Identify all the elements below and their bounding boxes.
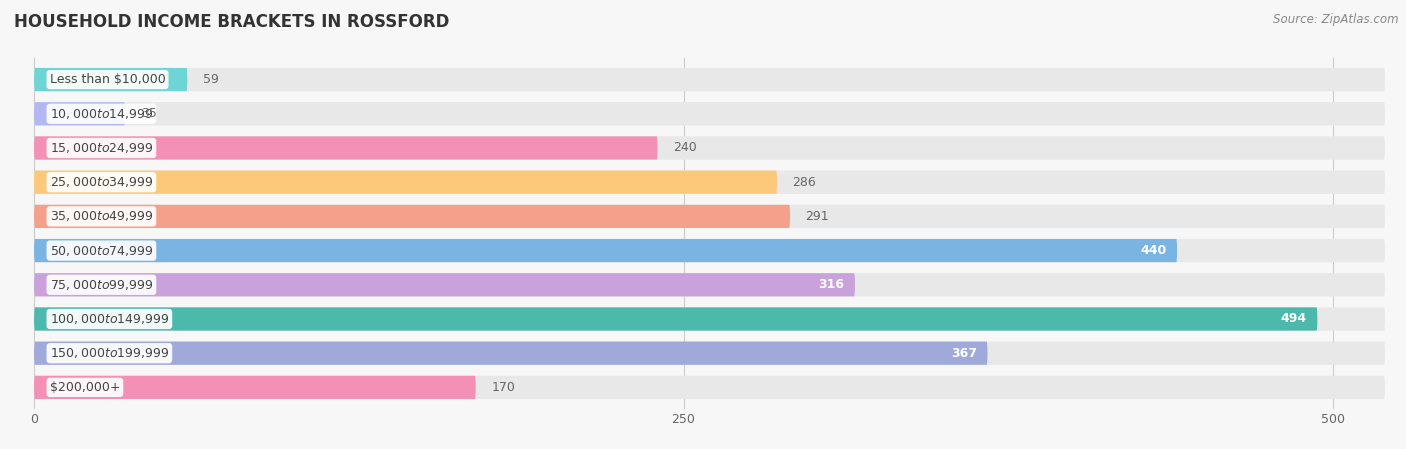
- FancyBboxPatch shape: [34, 376, 1385, 399]
- Text: $15,000 to $24,999: $15,000 to $24,999: [49, 141, 153, 155]
- Text: 291: 291: [806, 210, 830, 223]
- FancyBboxPatch shape: [34, 68, 1385, 91]
- Text: 240: 240: [673, 141, 697, 154]
- FancyBboxPatch shape: [34, 308, 1317, 330]
- FancyBboxPatch shape: [34, 342, 987, 365]
- Text: 59: 59: [202, 73, 219, 86]
- FancyBboxPatch shape: [34, 273, 855, 296]
- FancyBboxPatch shape: [34, 171, 778, 194]
- FancyBboxPatch shape: [34, 205, 790, 228]
- Text: 286: 286: [793, 176, 817, 189]
- Text: $200,000+: $200,000+: [49, 381, 120, 394]
- FancyBboxPatch shape: [34, 308, 1385, 330]
- Text: Source: ZipAtlas.com: Source: ZipAtlas.com: [1274, 13, 1399, 26]
- FancyBboxPatch shape: [34, 171, 1385, 194]
- FancyBboxPatch shape: [34, 136, 1385, 159]
- FancyBboxPatch shape: [34, 68, 187, 91]
- Text: 440: 440: [1140, 244, 1167, 257]
- FancyBboxPatch shape: [34, 205, 1385, 228]
- FancyBboxPatch shape: [34, 102, 125, 125]
- Text: $10,000 to $14,999: $10,000 to $14,999: [49, 107, 153, 121]
- FancyBboxPatch shape: [34, 273, 1385, 296]
- FancyBboxPatch shape: [34, 342, 1385, 365]
- Text: Less than $10,000: Less than $10,000: [49, 73, 166, 86]
- Text: $50,000 to $74,999: $50,000 to $74,999: [49, 243, 153, 258]
- Text: $25,000 to $34,999: $25,000 to $34,999: [49, 175, 153, 189]
- Text: $35,000 to $49,999: $35,000 to $49,999: [49, 209, 153, 224]
- Text: 494: 494: [1281, 313, 1308, 326]
- Text: $75,000 to $99,999: $75,000 to $99,999: [49, 278, 153, 292]
- Text: 316: 316: [818, 278, 845, 291]
- Text: 170: 170: [491, 381, 515, 394]
- FancyBboxPatch shape: [34, 102, 1385, 125]
- Text: HOUSEHOLD INCOME BRACKETS IN ROSSFORD: HOUSEHOLD INCOME BRACKETS IN ROSSFORD: [14, 13, 450, 31]
- FancyBboxPatch shape: [34, 239, 1177, 262]
- Text: 35: 35: [141, 107, 156, 120]
- FancyBboxPatch shape: [34, 136, 658, 159]
- FancyBboxPatch shape: [34, 376, 475, 399]
- Text: $150,000 to $199,999: $150,000 to $199,999: [49, 346, 169, 360]
- Text: $100,000 to $149,999: $100,000 to $149,999: [49, 312, 169, 326]
- FancyBboxPatch shape: [34, 239, 1385, 262]
- Text: 367: 367: [950, 347, 977, 360]
